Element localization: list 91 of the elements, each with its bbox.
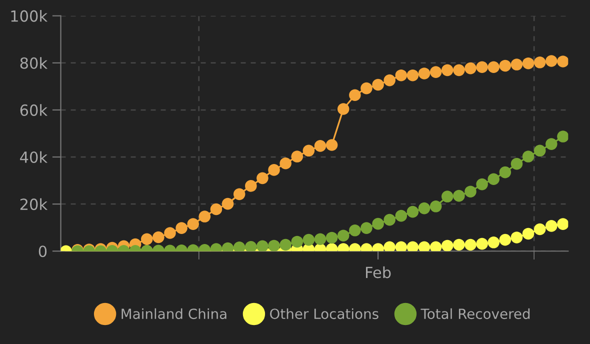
legend-label: Total Recovered [420, 308, 530, 320]
point [488, 173, 500, 186]
point [360, 222, 372, 234]
point [534, 144, 546, 157]
point [302, 144, 315, 157]
point [557, 218, 568, 230]
point [488, 61, 500, 74]
point [245, 180, 257, 192]
point [245, 240, 257, 252]
point [349, 224, 361, 236]
point [268, 164, 280, 176]
point [476, 61, 488, 74]
point [546, 55, 558, 67]
y-tick-label: 100k [11, 10, 48, 22]
point [395, 69, 408, 82]
point [198, 210, 211, 222]
point [557, 130, 568, 142]
point [441, 190, 454, 202]
y-tick-label: 80k [20, 57, 48, 69]
point [488, 236, 500, 248]
point [522, 57, 534, 70]
point [140, 233, 153, 246]
legend-label: Mainland China [122, 308, 226, 320]
point [349, 89, 361, 102]
point [464, 238, 476, 251]
point [418, 241, 430, 252]
point [256, 172, 268, 184]
point [499, 234, 512, 246]
point [476, 238, 488, 250]
point [152, 231, 164, 244]
point [326, 139, 338, 151]
point [280, 238, 292, 251]
point [233, 241, 246, 252]
point [499, 166, 512, 178]
point [453, 238, 465, 251]
point [441, 240, 454, 252]
point [453, 190, 465, 202]
point [291, 236, 304, 248]
point [453, 64, 465, 76]
point [384, 241, 396, 252]
point [233, 188, 246, 200]
point [337, 103, 350, 115]
point [430, 66, 442, 78]
point [222, 198, 234, 210]
point [534, 223, 546, 236]
point [280, 157, 292, 170]
point [268, 240, 280, 252]
point [176, 222, 188, 234]
point [210, 203, 222, 216]
point [546, 220, 558, 232]
point [406, 69, 419, 82]
point [464, 62, 476, 74]
point [430, 241, 442, 252]
point [291, 150, 304, 162]
point [510, 158, 523, 170]
point [395, 210, 408, 222]
point [372, 78, 384, 91]
point [337, 230, 350, 242]
point [418, 68, 430, 80]
point [418, 202, 430, 214]
point [384, 74, 396, 86]
y-tick-label: 40k [20, 151, 48, 164]
point [395, 241, 408, 252]
point [522, 228, 534, 240]
point [406, 241, 419, 252]
point [510, 58, 523, 70]
point [430, 200, 442, 212]
point [360, 82, 372, 94]
point [476, 178, 488, 190]
y-tick-label: 0 [38, 246, 47, 258]
point [522, 150, 534, 162]
point [187, 218, 199, 230]
point [314, 140, 326, 152]
point [326, 232, 338, 244]
point [372, 218, 384, 230]
point [314, 233, 326, 246]
point [441, 64, 454, 76]
point [406, 206, 419, 218]
point [546, 138, 558, 150]
legend-label: Other Locations [270, 308, 378, 320]
point [557, 56, 568, 68]
x-tick-label: Feb [366, 266, 391, 278]
point [464, 186, 476, 198]
point [384, 214, 396, 226]
point [510, 232, 523, 244]
point [499, 60, 512, 72]
y-tick-label: 60k [20, 104, 48, 116]
point [534, 56, 546, 68]
y-tick-label: 20k [20, 198, 48, 210]
point [164, 227, 176, 239]
point [302, 234, 315, 246]
